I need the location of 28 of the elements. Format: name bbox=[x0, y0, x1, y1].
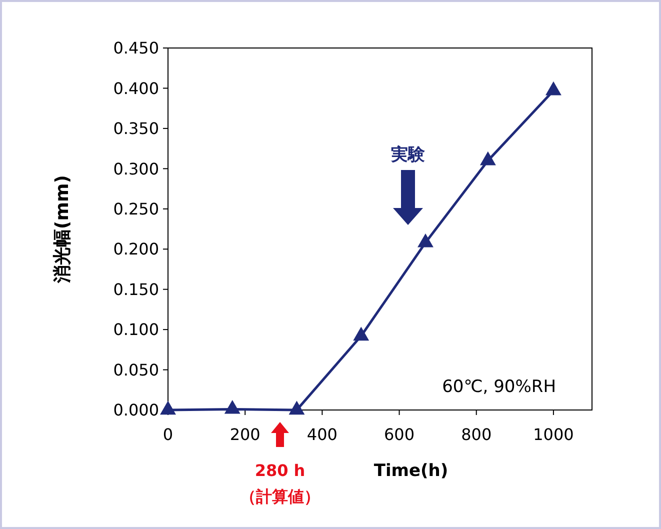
y-tick-label: 0.050 bbox=[113, 360, 159, 380]
point bbox=[160, 400, 176, 415]
annotation: 60℃, 90%RH bbox=[442, 377, 556, 397]
point bbox=[353, 326, 370, 341]
x-axis-title: Time(h) bbox=[374, 461, 448, 481]
x-tick-label: 400 bbox=[306, 425, 338, 444]
y-tick-label: 0.200 bbox=[113, 240, 159, 259]
y-tick-label: 0.450 bbox=[113, 38, 159, 58]
x-tick-label: 0 bbox=[162, 425, 174, 444]
point bbox=[288, 400, 305, 415]
y-axis-title: 消光幅(mm) bbox=[52, 175, 73, 284]
point bbox=[418, 233, 434, 248]
point bbox=[224, 400, 240, 414]
x-tick-label: 800 bbox=[461, 425, 492, 444]
point bbox=[480, 151, 496, 166]
annotation: 実験 bbox=[390, 145, 426, 165]
point bbox=[545, 81, 562, 96]
y-tick-label: 0.250 bbox=[113, 199, 159, 218]
y-tick-label: 0.150 bbox=[113, 280, 159, 299]
y-tick-label: 0.400 bbox=[113, 78, 159, 98]
y-tick-label: 0.300 bbox=[113, 159, 159, 178]
x-tick-label: 600 bbox=[384, 425, 415, 444]
y-tick-label: 0.100 bbox=[113, 320, 159, 340]
x-tick-label: 1000 bbox=[533, 425, 574, 444]
y-tick-label: 0.000 bbox=[113, 400, 159, 420]
text: 280 h （計算値） bbox=[240, 461, 320, 506]
x-tick-label: 200 bbox=[230, 425, 260, 444]
y-tick-label: 0.350 bbox=[113, 119, 159, 138]
